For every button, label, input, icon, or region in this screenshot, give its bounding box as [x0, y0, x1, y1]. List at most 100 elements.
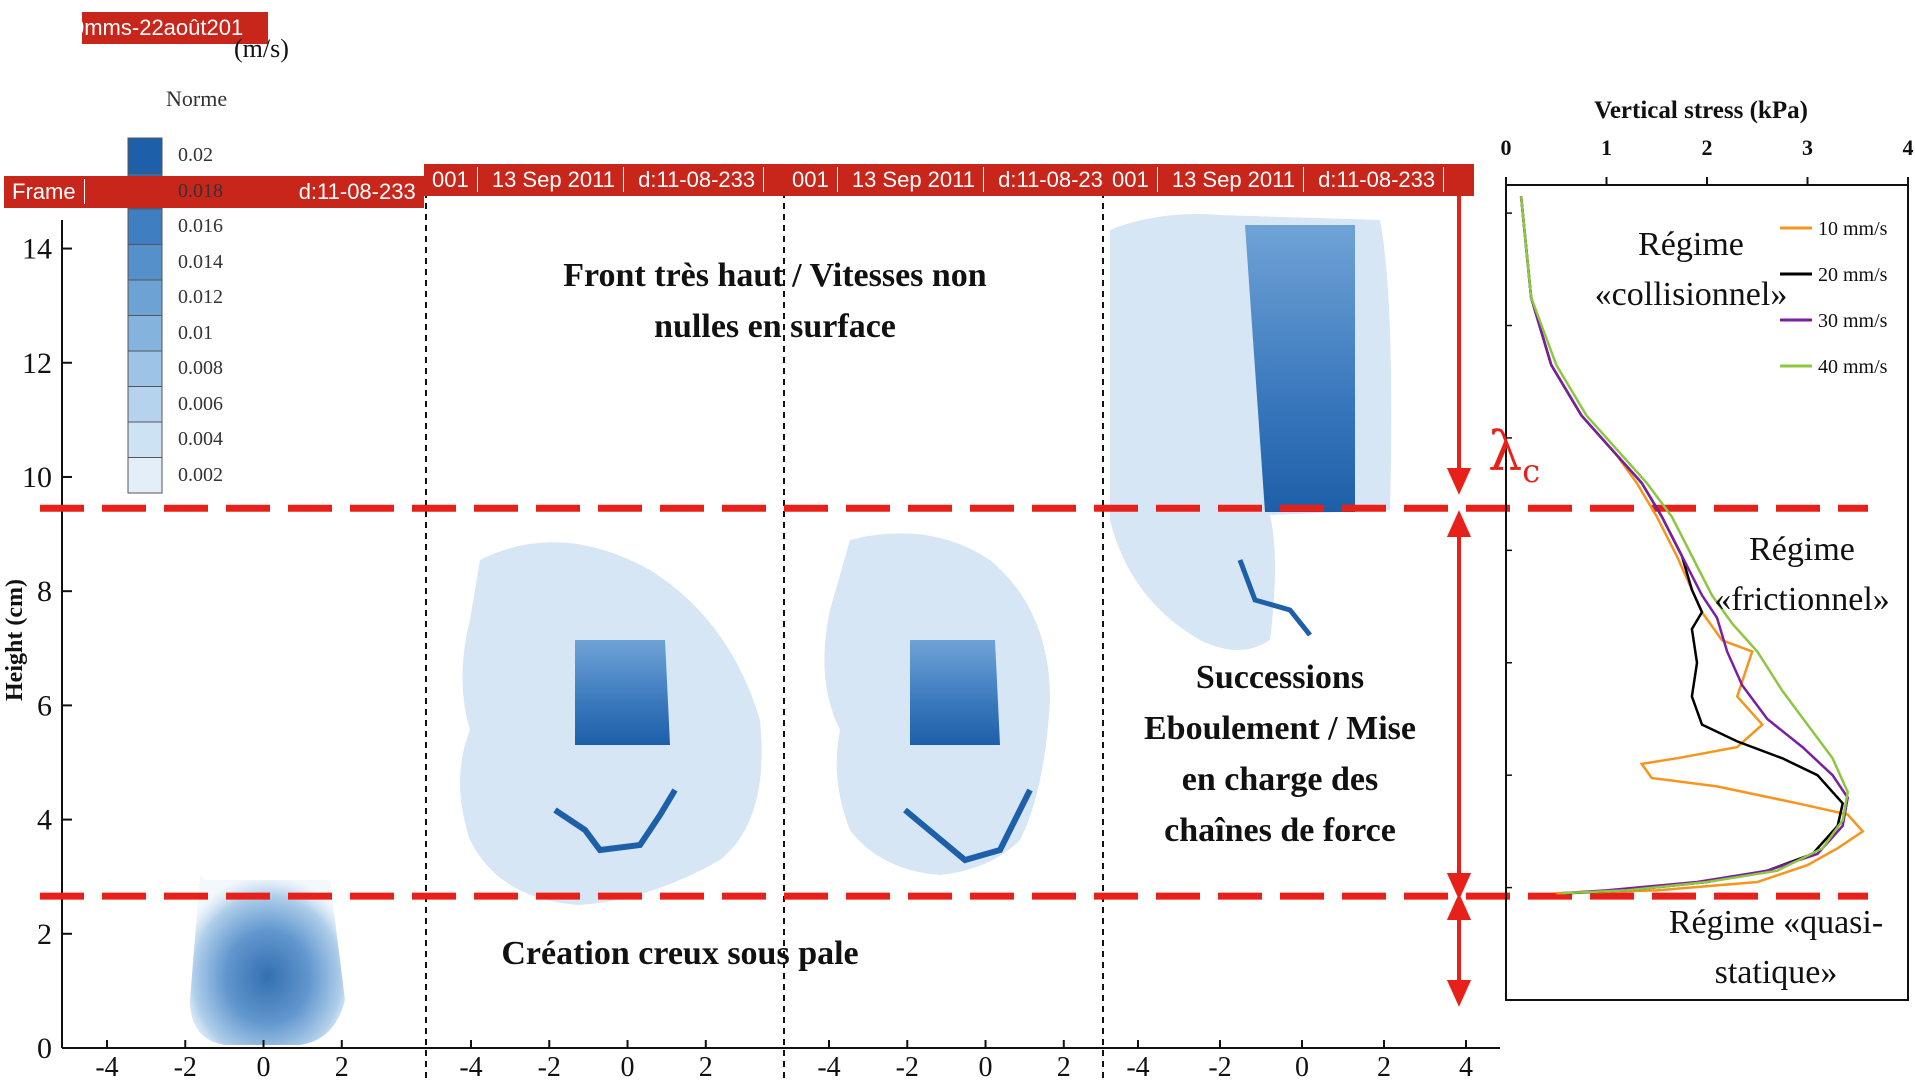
colorbar-swatch-2: [127, 208, 163, 245]
force-chains-panel-4: [1237, 559, 1312, 637]
legend-label-2: 30 mm/s: [1818, 310, 1888, 332]
colorbar-swatch-3: [127, 244, 163, 281]
heatmap-x-tick-label: 0: [979, 1052, 993, 1080]
colorbar-label: 0.004: [178, 428, 223, 450]
frame-banner-4-code: d:11-08-233: [1310, 167, 1445, 192]
colorbar-swatch-9: [127, 457, 163, 494]
frame-banner-3-code: d:11-08-233: [990, 167, 1104, 192]
heatmap-x-tick-label: -4: [1126, 1052, 1149, 1080]
annotation-top: Front très haut / Vitesses non nulles en…: [563, 257, 987, 345]
colorbar-label: 0.01: [178, 321, 213, 344]
regime-frictional: Régime «frictionnel»: [1714, 531, 1890, 618]
heatmap-x-tick-label: 2: [335, 1052, 349, 1080]
legend-label-3: 40 mm/s: [1818, 356, 1888, 378]
heatmap-y-tick-label: 14: [22, 233, 52, 266]
legend-label-1: 20 mm/s: [1818, 264, 1888, 286]
colorbar-label: 0.006: [178, 392, 223, 415]
frame-banner-4-frame: 001: [1104, 167, 1158, 192]
heatmap-y-tick-label: 6: [37, 689, 52, 722]
heatmap-x-tick-label: 2: [1377, 1052, 1391, 1080]
frame-banner-2-frame: 001: [424, 167, 478, 192]
colorbar-swatch-4: [127, 279, 163, 316]
heatmap-x-tick-label: 0: [1295, 1052, 1309, 1080]
stress-x-tick-label: 3: [1802, 135, 1813, 160]
heatmap-x-tick-label: -4: [817, 1052, 840, 1080]
frame-banner-panel-4: 001 13 Sep 2011 d:11-08-233: [1104, 164, 1474, 196]
colorbar-swatch-8: [127, 421, 163, 458]
colorbar-swatch-6: [127, 350, 163, 387]
heatmap-x-tick-label: 0: [621, 1052, 635, 1080]
velocity-core-panel-3: [910, 640, 1000, 745]
frame-banner-left-frame: Frame: [4, 179, 85, 204]
arrow-frictional-head-bottom: [1446, 873, 1472, 900]
panel-separators: [425, 170, 1104, 1080]
stress-x-tick-label: 2: [1702, 135, 1713, 160]
stress-chart: 0 1 2 3 4 Vertical stress (kPa) 10 mm/s 20 mm/s…: [1501, 97, 1914, 1001]
heatmap-y-tick-label: 8: [37, 575, 52, 608]
regime-collisional: Régime «collisionnel»: [1594, 226, 1788, 313]
heatmap-x-tick-label: 2: [699, 1052, 713, 1080]
velocity-core-panel-2: [575, 640, 670, 745]
frame-banner-3-date: 13 Sep 2011: [843, 167, 984, 192]
frame-banner-left: Frame d:11-08-233: [4, 176, 424, 208]
heatmap-y-tick-label: 10: [22, 461, 52, 494]
annotation-bottom: Création creux sous pale: [501, 935, 859, 972]
heatmap-y-tick-label: 12: [22, 347, 52, 380]
stress-x-tick-label: 1: [1601, 135, 1612, 160]
stress-x-axis-label: Vertical stress (kPa): [1594, 97, 1808, 124]
region-arrows: [1446, 195, 1472, 1007]
frame-banner-panel-3: 001 13 Sep 2011 d:11-08-233: [784, 164, 1104, 196]
colorbar-swatch-7: [127, 386, 163, 423]
heatmap-x-tick-label: -4: [459, 1052, 482, 1080]
frame-banner-2-code: d:11-08-233: [630, 167, 765, 192]
colorbar-label: 0.018: [178, 179, 223, 202]
heatmap-x-tick-label: 2: [1057, 1052, 1071, 1080]
colorbar-title: Norme: [166, 86, 228, 111]
frame-banner-3-frame: 001: [784, 167, 838, 192]
regime-quasi-static: Régime «quasi-statique»: [1668, 904, 1884, 991]
stress-x-tick-label: 0: [1501, 135, 1512, 160]
lambda-symbol: λ: [1488, 420, 1523, 483]
heatmap-y-tick-label: 2: [37, 918, 52, 951]
arrow-collisional-head: [1446, 468, 1472, 495]
heatmap-y-tick-label: 4: [37, 804, 52, 837]
heatmap-x-tick-label: 4: [1459, 1052, 1473, 1080]
heatmap-panels: [190, 214, 1392, 1045]
force-chains-panel-3: [903, 788, 1033, 864]
velocity-column-panel-4: [1245, 225, 1355, 512]
colorbar-swatch-5: [127, 315, 163, 352]
heatmap-x-tick-label: 0: [257, 1052, 271, 1080]
colorbar-label: 0.002: [178, 463, 223, 486]
heatmap-x-tick-label: -2: [1208, 1052, 1231, 1080]
heatmap-x-axes: -4 -2 0 2 -4 -2 0 2 -4 -2 0 2 -4 -2 0 2 4: [62, 1040, 1500, 1080]
colorbar-label: 0.008: [178, 357, 223, 379]
arrow-quasi-head-bottom: [1446, 980, 1472, 1007]
heatmap-x-tick-label: -4: [95, 1052, 118, 1080]
threshold-lines: [40, 504, 1868, 900]
legend-label-0: 10 mm/s: [1818, 218, 1888, 240]
heatmap-y-axis: 0 2 4 6 8 10 12 14 Height (cm): [2, 220, 72, 1065]
colorbar-unit: (m/s): [234, 34, 289, 63]
heatmap-x-tick-label: -2: [174, 1052, 197, 1080]
colorbar-label: 0.02: [178, 144, 213, 166]
critical-length-label: λc: [1488, 420, 1540, 490]
heatmap-y-tick-label: 0: [37, 1032, 52, 1065]
frame-banner-2-date: 13 Sep 2011: [483, 167, 624, 192]
heatmap-x-tick-label: -2: [538, 1052, 561, 1080]
heatmap-y-axis-label: Height (cm): [2, 579, 28, 701]
stress-x-tick-label: 4: [1903, 135, 1914, 160]
lambda-subscript: c: [1522, 451, 1541, 490]
force-chains-panel-2: [553, 788, 678, 854]
annotation-middle: Successions Eboulement / Mise en charge …: [1144, 659, 1416, 849]
frame-banner-left-date: d:11-08-233: [290, 179, 424, 204]
heatmap-x-tick-label: -2: [896, 1052, 919, 1080]
velocity-blob-panel-1: [190, 875, 345, 1045]
stress-series-line-3: [1519, 196, 1849, 895]
frame-banner-panel-2: 001 13 Sep 2011 d:11-08-233: [424, 164, 784, 196]
frame-banner-4-date: 13 Sep 2011: [1163, 167, 1304, 192]
colorbar-swatch-0: [127, 137, 163, 174]
top-frame-banner: 0mms-22août201: [82, 12, 268, 44]
colorbar-label: 0.014: [178, 250, 223, 273]
colorbar-label: 0.012: [178, 286, 223, 308]
